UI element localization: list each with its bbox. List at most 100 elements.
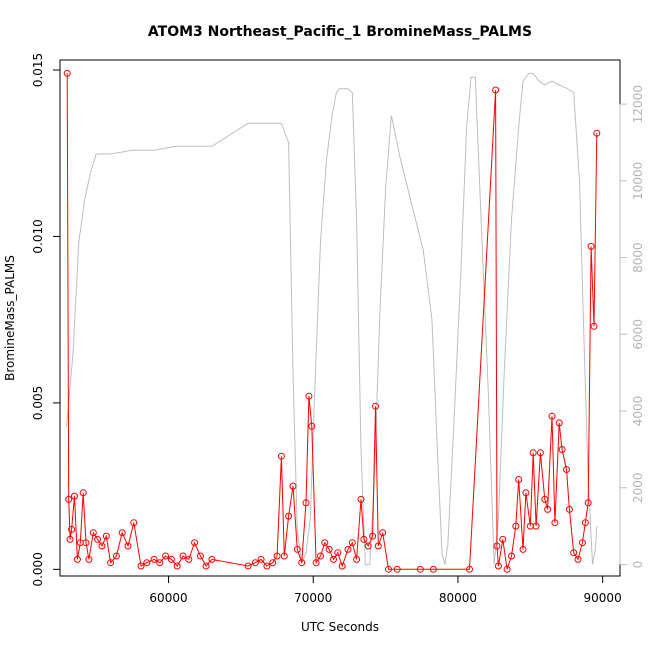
data-point <box>529 449 537 457</box>
data-point <box>574 555 582 563</box>
data-point <box>578 539 586 547</box>
data-point <box>173 562 181 570</box>
data-point <box>298 559 306 567</box>
plot-frame <box>59 59 621 577</box>
data-point <box>89 529 97 537</box>
data-point <box>360 535 368 543</box>
data-point <box>532 522 540 530</box>
data-point <box>522 489 530 497</box>
secondary-series-line <box>66 72 598 566</box>
data-point <box>191 539 199 547</box>
data-point <box>285 512 293 520</box>
data-point <box>208 555 216 563</box>
x-tick-label: 60000 <box>149 591 187 605</box>
data-point <box>348 539 356 547</box>
data-point <box>280 552 288 560</box>
y2-tick-label: 0 <box>631 561 645 569</box>
primary-series-line <box>66 73 598 570</box>
data-point <box>548 412 556 420</box>
data-point <box>321 539 329 547</box>
data-point <box>308 422 316 430</box>
data-point <box>312 559 320 567</box>
data-point <box>492 86 500 94</box>
data-point <box>379 529 387 537</box>
data-point <box>277 452 285 460</box>
data-point <box>302 499 310 507</box>
data-point <box>344 545 352 553</box>
data-point <box>257 555 265 563</box>
data-point <box>558 446 566 453</box>
data-point <box>555 419 563 427</box>
data-point <box>98 542 106 550</box>
data-point <box>66 535 74 543</box>
y2-tick-label: 10000 <box>631 162 645 200</box>
data-point <box>273 552 281 560</box>
data-point <box>508 552 515 560</box>
data-point <box>503 565 511 573</box>
data-point <box>130 519 138 527</box>
data-point <box>102 532 110 540</box>
data-point <box>385 565 392 573</box>
data-point <box>515 476 523 483</box>
data-point <box>369 532 377 540</box>
data-point <box>124 542 132 550</box>
data-point <box>551 519 559 527</box>
y2-tick-label: 4000 <box>631 396 645 427</box>
data-point <box>338 562 346 570</box>
y-tick-label: 0.000 <box>31 552 45 586</box>
data-point <box>82 539 90 547</box>
plot-layer: 60000 70000 80000 900000.0000.0050.0100.015… <box>31 53 645 605</box>
data-point <box>570 549 578 557</box>
data-point <box>393 565 401 573</box>
data-point <box>143 559 151 567</box>
data-point <box>593 129 601 137</box>
data-point <box>137 562 145 570</box>
x-tick-label: 70000 <box>294 591 332 605</box>
data-point <box>63 69 71 77</box>
data-point <box>499 535 507 543</box>
data-point <box>494 562 502 570</box>
data-point <box>587 242 595 250</box>
data-point <box>263 562 271 570</box>
data-point <box>565 505 573 513</box>
y-tick-label: 0.010 <box>31 219 45 253</box>
y2-tick-label: 2000 <box>631 472 645 503</box>
data-point <box>269 559 277 567</box>
data-point <box>512 522 520 530</box>
y2-tick-label: 8000 <box>631 242 645 273</box>
data-point <box>374 542 382 550</box>
data-point <box>185 555 193 563</box>
data-point <box>68 525 76 533</box>
x-tick-label: 80000 <box>439 591 477 605</box>
data-point <box>202 562 210 570</box>
y2-tick-label: 6000 <box>631 319 645 350</box>
data-point <box>244 562 252 570</box>
data-point <box>590 322 598 330</box>
data-point <box>73 555 81 563</box>
data-point <box>536 449 544 457</box>
data-point <box>357 495 365 503</box>
data-point <box>563 466 570 473</box>
data-point <box>581 519 589 527</box>
data-point <box>353 555 361 563</box>
data-point <box>162 552 170 560</box>
data-point <box>293 545 301 553</box>
y-axis-label: BromineMass_PALMS <box>3 255 17 381</box>
y2-tick-label: 12000 <box>631 85 645 123</box>
data-point <box>493 542 501 550</box>
data-point <box>330 555 337 563</box>
data-point <box>179 552 187 560</box>
x-tick-label: 90000 <box>584 591 622 605</box>
data-point <box>364 542 372 550</box>
data-point <box>584 499 592 507</box>
data-point <box>251 559 259 567</box>
data-point <box>112 552 120 560</box>
data-point <box>196 552 204 560</box>
data-point <box>71 492 78 500</box>
data-point <box>156 559 164 567</box>
data-point <box>65 495 73 503</box>
y-tick-label: 0.015 <box>31 53 45 87</box>
data-point <box>289 482 297 490</box>
data-point <box>167 555 175 563</box>
